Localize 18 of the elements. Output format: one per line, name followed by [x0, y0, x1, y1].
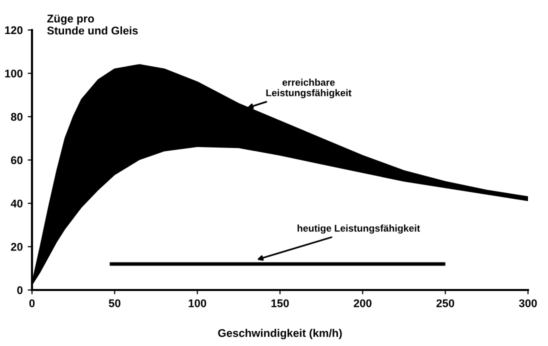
- y-tick-label: 60: [11, 156, 23, 164]
- annotation: erreichbare Leistungsfähigkeit: [266, 78, 352, 98]
- y-tick-label: 20: [11, 242, 23, 251]
- y-tick-label: 100: [5, 70, 23, 78]
- x-tick-label: 150: [271, 299, 289, 308]
- y-tick-label: 80: [10, 112, 23, 121]
- x-tick-label: 0: [29, 299, 35, 308]
- y-tick-label: 120: [5, 26, 23, 34]
- x-axis-title: Geschwindigkeit (km/h): [218, 328, 342, 340]
- x-tick-label: 300: [518, 299, 537, 308]
- x-tick-label: 50: [108, 299, 120, 308]
- y-tick-label: 0: [17, 286, 23, 294]
- x-tick-label: 250: [436, 299, 454, 308]
- y-tick-label: 40: [10, 200, 23, 208]
- annotation: heutige Leistungsfähigkeit: [298, 224, 420, 234]
- y-axis-title: Züge pro Stunde und Gleis: [47, 14, 138, 35]
- x-tick-label: 200: [354, 299, 372, 308]
- x-tick-label: 100: [188, 299, 206, 308]
